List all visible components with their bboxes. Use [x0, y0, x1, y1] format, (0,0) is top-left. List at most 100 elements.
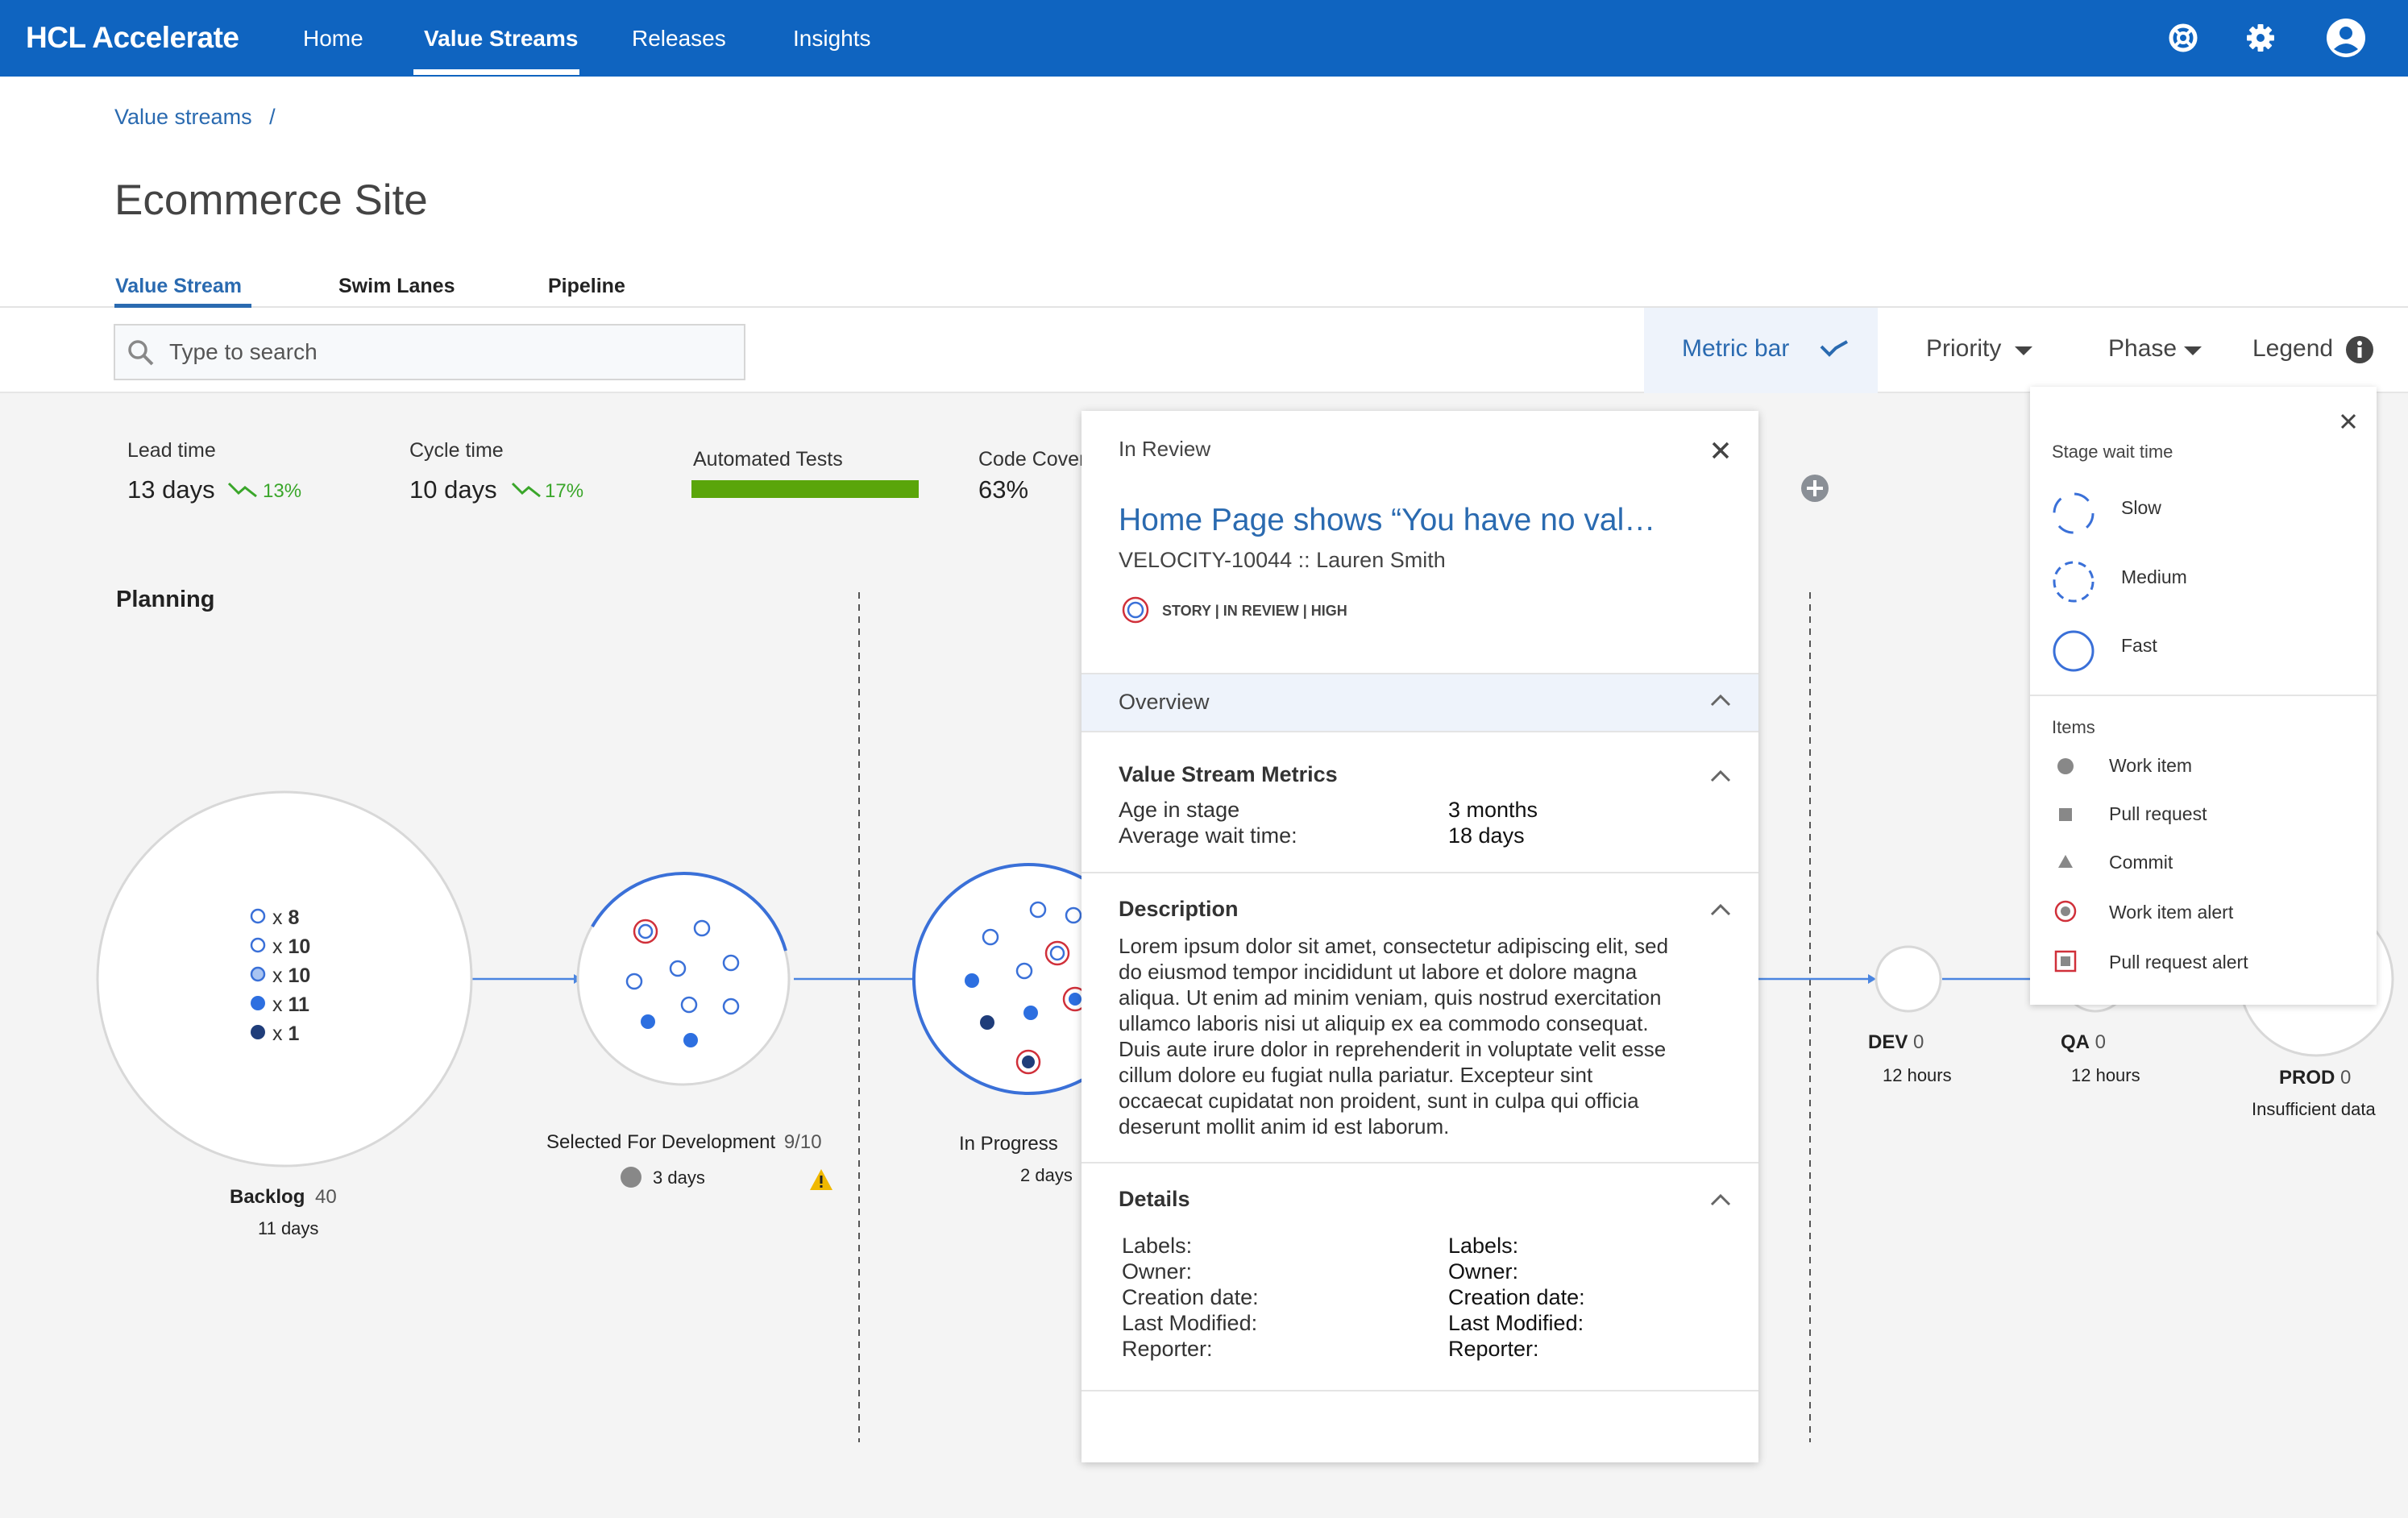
work-item-dot — [250, 937, 266, 953]
work-item-dot[interactable] — [722, 954, 740, 972]
wait-time-arc — [591, 871, 787, 952]
work-item-dot[interactable] — [980, 1015, 994, 1030]
legend-wait-title: Stage wait time — [2052, 442, 2173, 462]
nav-releases[interactable]: Releases — [632, 26, 726, 51]
overview-label: Overview — [1119, 690, 1210, 714]
work-item-dot[interactable] — [683, 1033, 698, 1047]
work-item-dot[interactable] — [625, 973, 643, 990]
user-icon[interactable] — [2324, 16, 2368, 60]
work-item-detail-panel: In Review Home Page shows “You have no v… — [1082, 411, 1758, 1462]
work-item-alert-icon — [1122, 596, 1149, 624]
gear-icon[interactable] — [2240, 18, 2281, 58]
tab-pipeline[interactable]: Pipeline — [548, 275, 625, 297]
work-item-dot[interactable] — [641, 1014, 655, 1029]
lead-time-label: Lead time — [127, 439, 216, 462]
qa-label: QA 0 — [2061, 1031, 2107, 1053]
prod-time: Insufficient data — [2252, 1099, 2376, 1119]
nav-insights[interactable]: Insights — [793, 26, 871, 51]
prod-label: PROD 0 — [2279, 1067, 2352, 1089]
work-item-dot — [250, 908, 266, 924]
legend-work-item-alert: Work item alert — [2109, 902, 2234, 923]
code-coverage-label: Code Cover — [978, 448, 1086, 471]
legend-medium: Medium — [2121, 566, 2187, 587]
automated-tests-label: Automated Tests — [693, 448, 843, 471]
top-nav — [0, 0, 2408, 77]
dev-label: DEV 0 — [1868, 1031, 1924, 1053]
tab-value-stream[interactable]: Value Stream — [115, 275, 243, 297]
work-item-dot[interactable] — [965, 973, 979, 988]
work-item-dot[interactable] — [669, 960, 687, 977]
breadcrumb-link[interactable]: Value streams — [114, 105, 252, 129]
details-values: Labels: Owner: Creation date: Last Modif… — [1448, 1234, 1585, 1361]
caret-down-icon[interactable] — [2184, 345, 2202, 356]
legend-pull-request: Pull request — [2109, 803, 2207, 824]
work-item-dot[interactable] — [1065, 906, 1082, 924]
tab-active-indicator — [114, 304, 251, 308]
legend-panel: Stage wait time Slow Medium Fast Items W… — [2030, 387, 2377, 1005]
trend-down-icon — [227, 482, 257, 498]
search-icon — [128, 340, 154, 366]
description-text: Lorem ipsum dolor sit amet, consectetur … — [1119, 934, 1669, 1138]
breadcrumb: Value streams / — [114, 105, 276, 130]
phase-label-planning: Planning — [116, 587, 215, 612]
dev-time: 12 hours — [1883, 1065, 1952, 1085]
flow-arrow — [1868, 974, 1876, 984]
chevron-up-icon[interactable] — [1710, 769, 1731, 783]
legend-work-item: Work item — [2109, 755, 2193, 776]
legend-toggle[interactable]: Legend — [2252, 335, 2334, 362]
backlog-count-row: x 10 — [272, 935, 311, 958]
info-icon[interactable] — [2345, 335, 2374, 364]
metrics-section-title: Value Stream Metrics — [1119, 762, 1338, 786]
qa-time: 12 hours — [2071, 1065, 2140, 1085]
chevron-up-icon[interactable] — [1710, 693, 1731, 707]
dev-node[interactable] — [1875, 945, 1942, 1013]
priority-dropdown[interactable]: Priority — [1926, 335, 2002, 362]
selected-time: 3 days — [653, 1168, 705, 1188]
legend-slow: Slow — [2121, 497, 2161, 518]
slow-wait-icon — [2053, 492, 2095, 534]
brand-logo[interactable]: HCL Accelerate — [26, 21, 239, 54]
metric-bar-button[interactable] — [1644, 308, 1878, 393]
backlog-node[interactable] — [96, 790, 473, 1168]
close-icon[interactable] — [2339, 413, 2357, 430]
legend-divider — [2030, 695, 2377, 696]
close-icon[interactable] — [1710, 440, 1731, 461]
detail-status: In Review — [1119, 437, 1211, 461]
chevron-up-icon[interactable] — [1710, 1192, 1731, 1207]
nav-home[interactable]: Home — [303, 26, 363, 51]
work-item-dot — [251, 1025, 265, 1039]
work-item-dot[interactable] — [1029, 901, 1047, 919]
cycle-time-trend: 17% — [545, 480, 584, 502]
backlog-count-row: x 1 — [272, 1022, 300, 1045]
chevron-up-icon[interactable] — [1710, 902, 1731, 917]
work-item-dot[interactable] — [680, 996, 698, 1014]
warning-icon[interactable] — [809, 1168, 833, 1191]
work-item-dot[interactable] — [1023, 1006, 1038, 1020]
work-item-dot[interactable] — [693, 919, 711, 937]
caret-down-icon[interactable] — [2015, 345, 2032, 356]
age-in-stage-label: Age in stage — [1119, 798, 1240, 822]
backlog-item-counts: x 8 x 10 x 10 x 11 x 1 — [272, 903, 310, 1048]
work-item-dot[interactable] — [722, 997, 740, 1015]
nav-value-streams[interactable]: Value Streams — [424, 26, 579, 51]
tab-swim-lanes[interactable]: Swim Lanes — [338, 275, 455, 297]
phase-dropdown[interactable]: Phase — [2108, 335, 2178, 362]
avg-wait-label: Average wait time: — [1119, 823, 1297, 848]
overview-section[interactable] — [1082, 673, 1758, 731]
detail-title[interactable]: Home Page shows “You have no val… — [1119, 503, 1656, 537]
automated-tests-bar — [691, 480, 919, 498]
legend-fast: Fast — [2121, 635, 2157, 656]
work-item-dot[interactable] — [982, 928, 999, 946]
backlog-count-row: x 8 — [272, 906, 300, 929]
work-item-dot[interactable] — [1015, 962, 1033, 980]
plus-icon[interactable] — [1800, 474, 1829, 503]
grey-dot-icon — [621, 1167, 641, 1188]
pull-request-icon — [2059, 808, 2072, 821]
details-labels: Labels: Owner: Creation date: Last Modif… — [1122, 1234, 1259, 1361]
page-title: Ecommerce Site — [114, 176, 428, 224]
breadcrumb-separator: / — [269, 105, 276, 129]
search-input[interactable] — [169, 335, 725, 369]
work-item-dot — [251, 996, 265, 1010]
lifebuoy-icon[interactable] — [2163, 18, 2203, 58]
legend-commit: Commit — [2109, 852, 2173, 873]
